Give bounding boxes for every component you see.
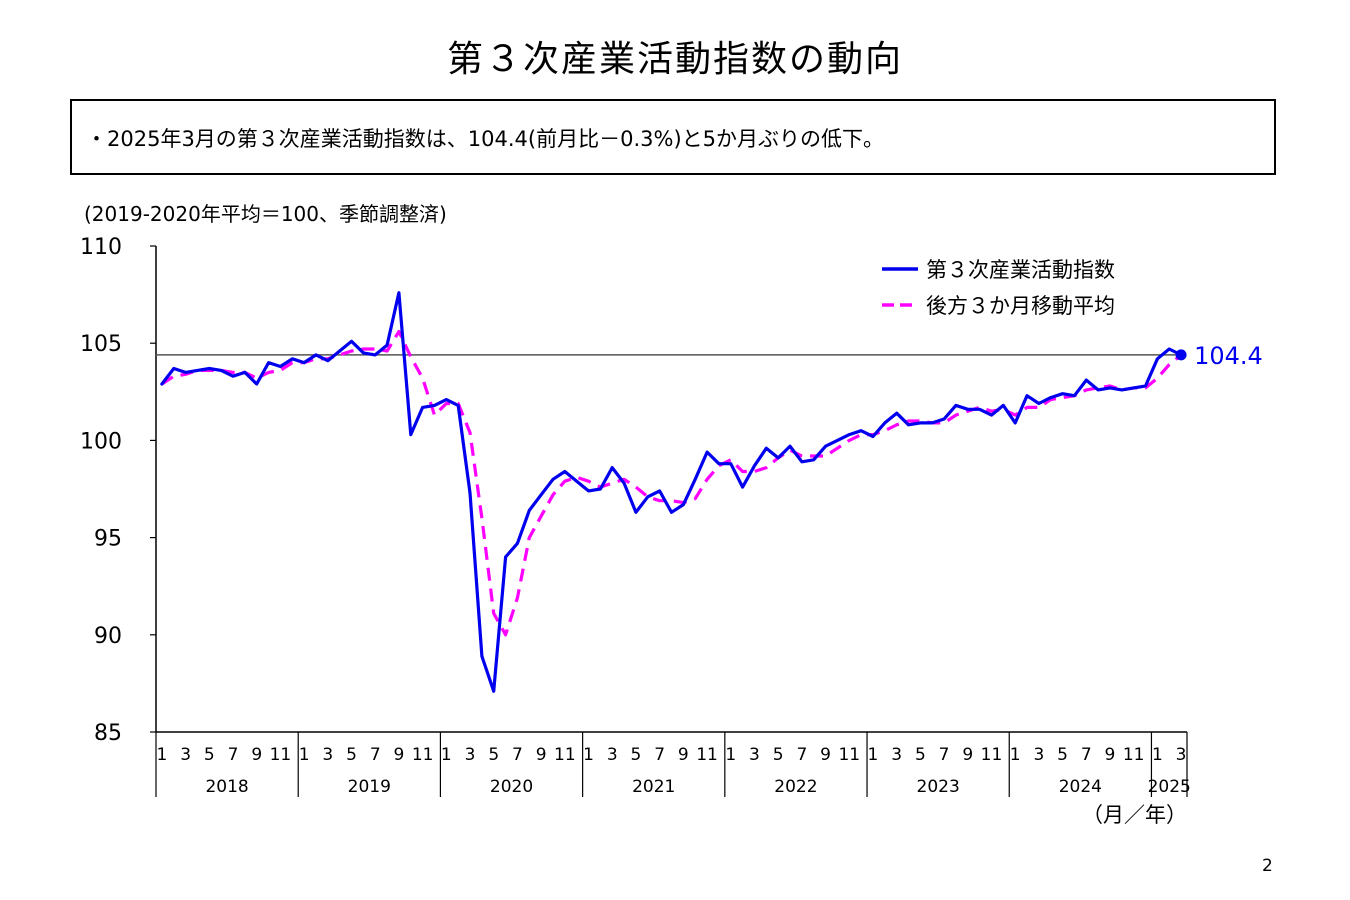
legend-label-moving-average: 後方３か月移動平均 xyxy=(926,294,1115,318)
x-month-label: 1 xyxy=(868,745,879,765)
x-month-label: 7 xyxy=(796,745,807,765)
x-year-label: 2018 xyxy=(205,777,248,797)
y-tick-label: 85 xyxy=(94,721,122,746)
x-month-label: 7 xyxy=(228,745,239,765)
x-month-label: 5 xyxy=(346,745,357,765)
x-month-label: 3 xyxy=(180,745,191,765)
latest-point-marker xyxy=(1175,349,1187,361)
x-month-label: 3 xyxy=(1033,745,1044,765)
x-month-label: 5 xyxy=(773,745,784,765)
x-month-label: 7 xyxy=(1081,745,1092,765)
unit-note: (2019-2020年平均＝100、季節調整済) xyxy=(84,202,447,226)
x-month-label: 5 xyxy=(915,745,926,765)
page-number: 2 xyxy=(1262,856,1273,876)
legend-label-index: 第３次産業活動指数 xyxy=(926,258,1115,282)
x-unit-label: （月／年） xyxy=(1082,803,1187,827)
x-month-label: 3 xyxy=(322,745,333,765)
x-month-label: 9 xyxy=(536,745,547,765)
x-month-label: 9 xyxy=(394,745,405,765)
x-month-label: 11 xyxy=(838,745,860,765)
x-month-label: 11 xyxy=(981,745,1003,765)
x-month-label: 3 xyxy=(891,745,902,765)
x-month-label: 1 xyxy=(725,745,736,765)
x-month-label: 7 xyxy=(370,745,381,765)
x-month-label: 3 xyxy=(1176,745,1187,765)
x-year-label: 2022 xyxy=(774,777,817,797)
x-year-label: 2025 xyxy=(1148,777,1191,797)
summary-text: ・2025年3月の第３次産業活動指数は、104.4(前月比－0.3%)と5か月ぶ… xyxy=(86,127,885,151)
page-title: 第３次産業活動指数の動向 xyxy=(446,39,903,80)
summary-box: ・2025年3月の第３次産業活動指数は、104.4(前月比－0.3%)と5か月ぶ… xyxy=(70,99,1276,175)
x-month-label: 7 xyxy=(512,745,523,765)
x-month-label: 1 xyxy=(299,745,310,765)
x-year-label: 2024 xyxy=(1059,777,1102,797)
x-month-label: 5 xyxy=(488,745,499,765)
y-tick-label: 105 xyxy=(80,332,122,357)
x-month-label: 7 xyxy=(939,745,950,765)
x-month-label: 3 xyxy=(749,745,760,765)
x-month-label: 11 xyxy=(1123,745,1145,765)
x-month-label: 5 xyxy=(631,745,642,765)
x-month-label: 9 xyxy=(962,745,973,765)
x-month-label: 9 xyxy=(251,745,262,765)
x-year-label: 2020 xyxy=(490,777,533,797)
y-tick-label: 95 xyxy=(94,527,122,552)
y-tick-label: 100 xyxy=(80,429,122,454)
x-month-label: 5 xyxy=(1057,745,1068,765)
x-month-label: 3 xyxy=(607,745,618,765)
x-month-label: 1 xyxy=(583,745,594,765)
x-month-label: 1 xyxy=(441,745,452,765)
series-lines: 104.4 xyxy=(160,291,1263,693)
x-month-label: 11 xyxy=(412,745,434,765)
x-month-label: 9 xyxy=(1105,745,1116,765)
x-month-label: 1 xyxy=(1010,745,1021,765)
series-line-index xyxy=(160,291,1183,693)
y-tick-label: 110 xyxy=(80,235,122,260)
y-tick-label: 90 xyxy=(94,624,122,649)
x-month-label: 3 xyxy=(465,745,476,765)
x-month-label: 11 xyxy=(270,745,292,765)
x-month-label: 1 xyxy=(1152,745,1163,765)
x-year-label: 2019 xyxy=(348,777,391,797)
x-month-label: 1 xyxy=(157,745,168,765)
x-year-label: 2023 xyxy=(917,777,960,797)
x-month-label: 11 xyxy=(696,745,718,765)
x-month-label: 9 xyxy=(678,745,689,765)
x-year-label: 2021 xyxy=(632,777,675,797)
series-line-moving-average xyxy=(161,329,1183,637)
latest-value-label: 104.4 xyxy=(1194,342,1263,370)
x-month-label: 9 xyxy=(820,745,831,765)
x-month-label: 11 xyxy=(554,745,576,765)
x-month-label: 5 xyxy=(204,745,215,765)
x-month-label: 7 xyxy=(654,745,665,765)
